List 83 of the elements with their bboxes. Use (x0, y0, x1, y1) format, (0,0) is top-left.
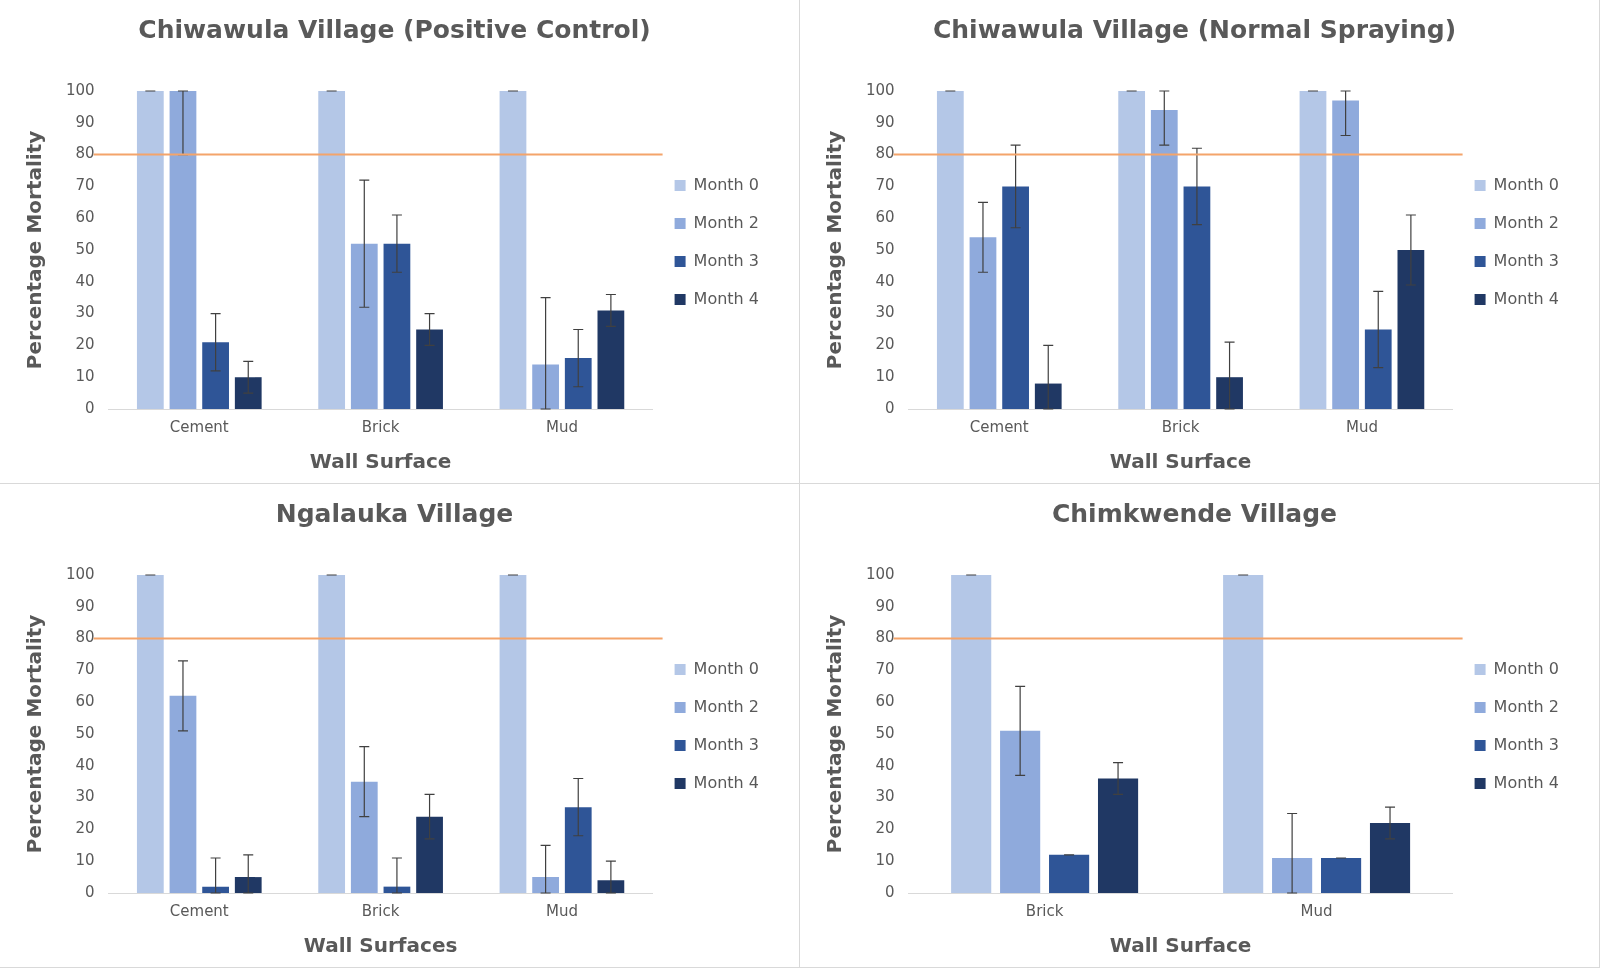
y-tick-label: 70 (75, 660, 95, 679)
x-tick-label: Brick (1161, 417, 1200, 436)
y-tick-label: 30 (75, 787, 95, 806)
y-tick-label: 90 (875, 112, 895, 131)
x-tick-label: Mud (1300, 901, 1333, 920)
y-tick-label: 10 (75, 367, 95, 386)
y-tick-label: 100 (865, 564, 895, 583)
y-tick-label: 20 (875, 335, 895, 354)
y-tick-label: 40 (875, 755, 895, 774)
legend-label: Month 4 (693, 772, 760, 792)
y-tick-label: 100 (65, 564, 95, 583)
legend-label: Month 2 (1493, 212, 1560, 232)
chart-title: Chimkwende Village (1051, 498, 1338, 528)
y-tick-label: 0 (85, 882, 95, 901)
y-tick-label: 60 (875, 692, 895, 711)
y-tick-label: 70 (75, 176, 95, 195)
y-tick-label: 60 (75, 208, 95, 227)
y-tick-label: 100 (65, 80, 95, 99)
y-tick-label: 60 (875, 208, 895, 227)
x-tick-label: Cement (169, 901, 229, 920)
y-tick-label: 80 (875, 144, 895, 163)
y-tick-label: 30 (75, 303, 95, 322)
legend-label: Month 4 (693, 288, 760, 308)
y-tick-label: 50 (75, 239, 95, 258)
legend-label: Month 3 (1493, 734, 1560, 754)
y-tick-label: 30 (875, 787, 895, 806)
y-tick-label: 20 (75, 335, 95, 354)
y-tick-label: 50 (875, 723, 895, 742)
legend-label: Month 4 (1493, 288, 1560, 308)
y-tick-label: 80 (875, 628, 895, 647)
chart-title: Chiwawula Village (Normal Spraying) (932, 14, 1457, 44)
y-tick-label: 70 (875, 660, 895, 679)
y-tick-label: 50 (875, 239, 895, 258)
y-tick-label: 80 (75, 144, 95, 163)
y-tick-label: 40 (75, 755, 95, 774)
legend-label: Month 3 (693, 250, 760, 270)
y-axis-title: Percentage Mortality (822, 130, 847, 370)
y-tick-label: 10 (875, 367, 895, 386)
chart-title: Ngalauka Village (275, 498, 514, 528)
y-tick-label: 10 (75, 851, 95, 870)
x-axis-title: Wall Surfaces (303, 933, 458, 958)
legend-label: Month 3 (1493, 250, 1560, 270)
x-axis-title: Wall Surface (1109, 449, 1252, 474)
y-tick-label: 20 (75, 819, 95, 838)
legend-label: Month 3 (693, 734, 760, 754)
y-tick-label: 100 (865, 80, 895, 99)
x-tick-label: Cement (969, 417, 1029, 436)
legend-label: Month 0 (693, 174, 760, 194)
x-tick-label: Brick (1025, 901, 1064, 920)
x-axis-title: Wall Surface (1109, 933, 1252, 958)
y-tick-label: 20 (875, 819, 895, 838)
y-tick-label: 80 (75, 628, 95, 647)
y-axis-title: Percentage Mortality (22, 130, 47, 370)
legend-label: Month 2 (1493, 696, 1560, 716)
y-tick-label: 10 (875, 851, 895, 870)
y-tick-label: 60 (75, 692, 95, 711)
legend-label: Month 2 (693, 696, 760, 716)
chart-title: Chiwawula Village (Positive Control) (138, 14, 651, 44)
y-tick-label: 40 (875, 271, 895, 290)
y-tick-label: 40 (75, 271, 95, 290)
y-tick-label: 0 (85, 398, 95, 417)
x-axis-title: Wall Surface (309, 449, 452, 474)
y-axis-title: Percentage Mortality (22, 614, 47, 854)
x-tick-label: Cement (169, 417, 229, 436)
x-tick-label: Brick (361, 901, 400, 920)
legend-label: Month 0 (693, 658, 760, 678)
y-tick-label: 50 (75, 723, 95, 742)
y-tick-label: 30 (875, 303, 895, 322)
legend-label: Month 4 (1493, 772, 1560, 792)
x-tick-label: Mud (545, 901, 578, 920)
y-tick-label: 70 (875, 176, 895, 195)
y-tick-label: 0 (885, 398, 895, 417)
y-tick-label: 90 (875, 596, 895, 615)
x-tick-label: Mud (1345, 417, 1378, 436)
legend-label: Month 0 (1493, 174, 1560, 194)
y-axis-title: Percentage Mortality (822, 614, 847, 854)
y-tick-label: 90 (75, 596, 95, 615)
x-tick-label: Brick (361, 417, 400, 436)
legend-label: Month 2 (693, 212, 760, 232)
y-tick-label: 0 (885, 882, 895, 901)
x-tick-label: Mud (545, 417, 578, 436)
legend-label: Month 0 (1493, 658, 1560, 678)
y-tick-label: 90 (75, 112, 95, 131)
